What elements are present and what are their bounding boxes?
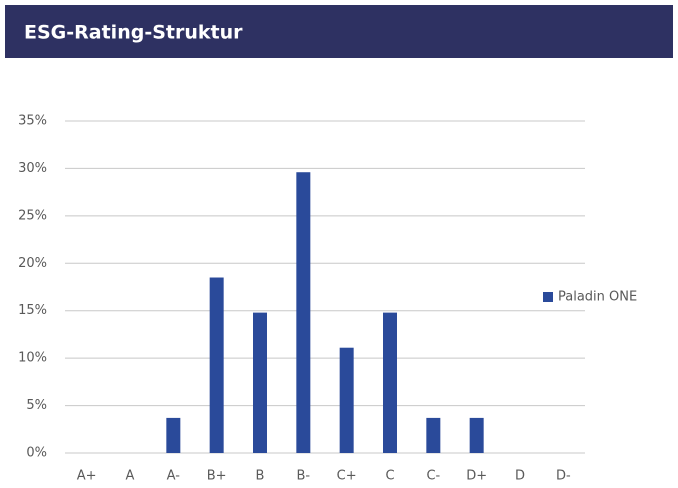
header-bar bbox=[5, 5, 673, 58]
y-tick-label: 35% bbox=[18, 114, 47, 129]
bar bbox=[209, 277, 224, 453]
y-tick-label: 10% bbox=[18, 351, 47, 366]
y-tick-label: 0% bbox=[26, 446, 47, 461]
y-tick-label: 30% bbox=[18, 161, 47, 176]
x-tick-label: A- bbox=[167, 469, 181, 484]
bar bbox=[383, 312, 397, 453]
x-tick-label: D- bbox=[556, 469, 571, 484]
x-tick-label: D+ bbox=[466, 469, 487, 484]
bar bbox=[426, 417, 441, 453]
y-tick-label: 25% bbox=[18, 208, 47, 223]
x-tick-label: A bbox=[126, 469, 135, 484]
bar bbox=[339, 347, 354, 453]
x-tick-label: C bbox=[385, 469, 394, 484]
x-tick-label: C+ bbox=[337, 469, 357, 484]
legend-label: Paladin ONE bbox=[558, 290, 637, 305]
x-tick-label: B- bbox=[297, 469, 311, 484]
x-tick-label: C- bbox=[426, 469, 440, 484]
legend-swatch bbox=[543, 292, 553, 302]
y-tick-label: 5% bbox=[26, 398, 47, 413]
bar bbox=[253, 312, 267, 453]
bar bbox=[469, 417, 484, 453]
y-tick-label: 15% bbox=[18, 303, 47, 318]
x-tick-label: B+ bbox=[207, 469, 227, 484]
bar bbox=[166, 417, 181, 453]
y-tick-label: 20% bbox=[18, 256, 47, 271]
bar bbox=[296, 172, 311, 454]
chart-title: ESG-Rating-Struktur bbox=[24, 22, 243, 44]
x-tick-label: A+ bbox=[77, 469, 97, 484]
x-tick-label: D bbox=[515, 469, 525, 484]
x-tick-label: B bbox=[256, 469, 265, 484]
